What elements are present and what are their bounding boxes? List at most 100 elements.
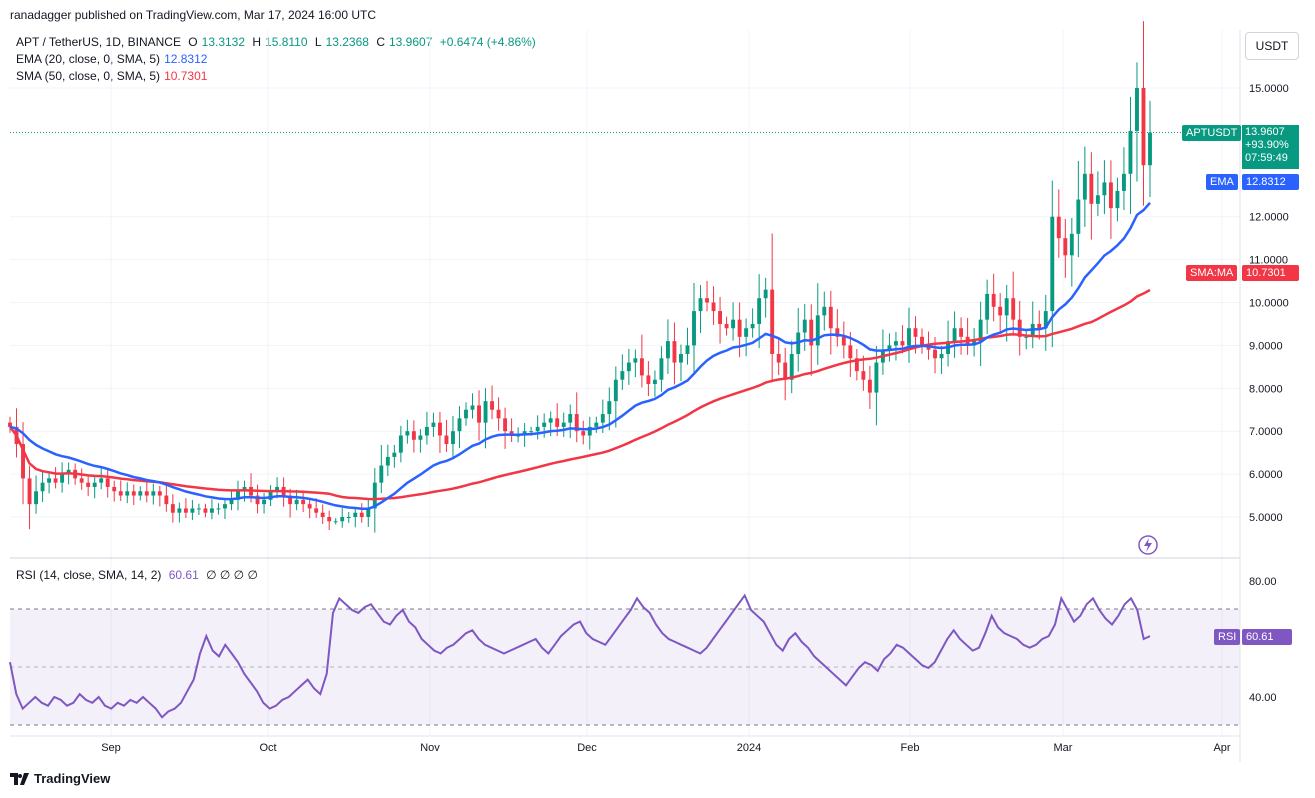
candle-body — [613, 379, 618, 402]
candle-body — [79, 478, 84, 483]
candle-body — [236, 491, 240, 500]
time-tick-label: Nov — [420, 742, 440, 754]
candle-body — [652, 379, 657, 385]
candle-body — [555, 418, 560, 427]
candle-body — [314, 508, 319, 513]
ema-tag-value: 12.8312 — [1242, 174, 1299, 190]
price-tag: 13.9607 +93.90% 07:59:49 — [1242, 125, 1299, 169]
lightning-icon[interactable] — [1138, 535, 1158, 555]
tradingview-logo[interactable]: TradingView — [10, 771, 110, 786]
candle-body — [835, 328, 840, 337]
candle-body — [561, 422, 566, 427]
candle-body — [978, 319, 983, 342]
candle-body — [183, 508, 188, 513]
time-tick-label: Feb — [901, 742, 920, 754]
open-value: 13.3132 — [201, 35, 246, 49]
candle-body — [392, 452, 397, 457]
candle-body — [1076, 199, 1081, 234]
time-axis[interactable]: Sep Oct Nov Dec 2024 Feb Mar Apr — [101, 742, 1231, 754]
candle-body — [190, 508, 195, 513]
sma-legend[interactable]: SMA (50, close, 0, SMA, 5) 10.7301 — [16, 69, 211, 83]
candle-body — [705, 298, 709, 303]
candle-body — [301, 499, 306, 505]
candle-body — [535, 426, 540, 432]
high-label: H — [252, 35, 262, 49]
candle-body — [138, 491, 143, 496]
candle-body — [1024, 336, 1029, 338]
candle-body — [692, 311, 696, 346]
rsi-legend-value: 60.61 — [168, 568, 199, 582]
currency-button[interactable]: USDT — [1245, 32, 1299, 60]
candle-body — [1148, 132, 1152, 166]
candle-body — [633, 358, 638, 363]
candle-body — [828, 306, 833, 329]
candle-body — [144, 491, 149, 496]
price-axis[interactable]: 5.0000 6.0000 7.0000 8.0000 9.0000 10.0000 11.… — [1249, 83, 1289, 524]
candle-body — [600, 414, 605, 423]
change-value: +0.6474 (+4.86%) — [439, 35, 536, 49]
candle-body — [464, 409, 468, 419]
candle-body — [177, 508, 182, 513]
candle-body — [718, 311, 723, 324]
candle-body — [151, 491, 156, 496]
candle-body — [776, 353, 781, 363]
symbol-legend: APT / TetherUS, 1D, BINANCE O 13.3132 H 15… — [16, 35, 540, 49]
candle-body — [529, 431, 534, 433]
rsi-tick-label: 80.00 — [1249, 576, 1277, 588]
rsi-legend[interactable]: RSI (14, close, SMA, 14, 2) 60.61 ∅ ∅ ∅ … — [16, 568, 262, 582]
candle-body — [223, 504, 227, 509]
rsi-tag-label: RSI — [1214, 629, 1241, 645]
candle-body — [822, 306, 827, 316]
time-tick-label: Apr — [1213, 742, 1230, 754]
candle-body — [887, 345, 892, 350]
time-tick-label: Dec — [577, 742, 597, 754]
candle-body — [1121, 173, 1126, 191]
ema-line — [9, 201, 1151, 511]
candle-body — [1063, 238, 1068, 256]
candle-body — [1050, 216, 1055, 312]
ema-legend[interactable]: EMA (20, close, 0, SMA, 5) 12.8312 — [16, 52, 211, 66]
candle-body — [340, 517, 345, 522]
candle-body — [1056, 216, 1061, 239]
candle-body — [620, 371, 625, 380]
candle-body — [424, 426, 429, 436]
candle-body — [698, 298, 703, 312]
symbol-name[interactable]: APT / TetherUS, 1D, BINANCE — [16, 35, 181, 49]
candle-body — [47, 478, 52, 483]
candle-body — [411, 431, 416, 440]
price-tick-label: 11.0000 — [1249, 255, 1288, 267]
candle-body — [679, 353, 683, 363]
tradingview-brand: TradingView — [34, 771, 111, 786]
candle-body — [1128, 130, 1133, 174]
price-tick-label: 5.0000 — [1249, 512, 1283, 524]
candle-body — [418, 435, 423, 440]
rsi-axis[interactable]: 40.00 80.00 — [1249, 576, 1277, 704]
candle-body — [737, 319, 742, 337]
candle-body — [34, 491, 39, 505]
candle-body — [1082, 173, 1087, 200]
candle-body — [470, 405, 475, 410]
candle-body — [209, 508, 214, 513]
candle-body — [1115, 190, 1120, 209]
candle-body — [431, 422, 436, 427]
candle-body — [157, 491, 162, 496]
candle-body — [496, 409, 501, 419]
candle-body — [646, 375, 651, 385]
rsi-line — [9, 593, 1151, 719]
candle-body — [255, 495, 260, 505]
price-tick-label: 8.0000 — [1249, 383, 1283, 395]
rsi-legend-extras: ∅ ∅ ∅ ∅ — [206, 568, 258, 582]
candle-body — [867, 379, 872, 393]
candle-body — [789, 353, 794, 380]
candle-body — [665, 341, 670, 359]
candle-body — [353, 512, 358, 517]
candle-body — [587, 426, 592, 436]
candle-body — [1037, 323, 1042, 329]
candle-body — [40, 482, 45, 492]
candle-body — [581, 431, 586, 436]
price-tick-label: 15.0000 — [1249, 83, 1289, 95]
candle-body — [346, 517, 351, 518]
candle-body — [170, 504, 175, 513]
grid — [10, 30, 1240, 736]
